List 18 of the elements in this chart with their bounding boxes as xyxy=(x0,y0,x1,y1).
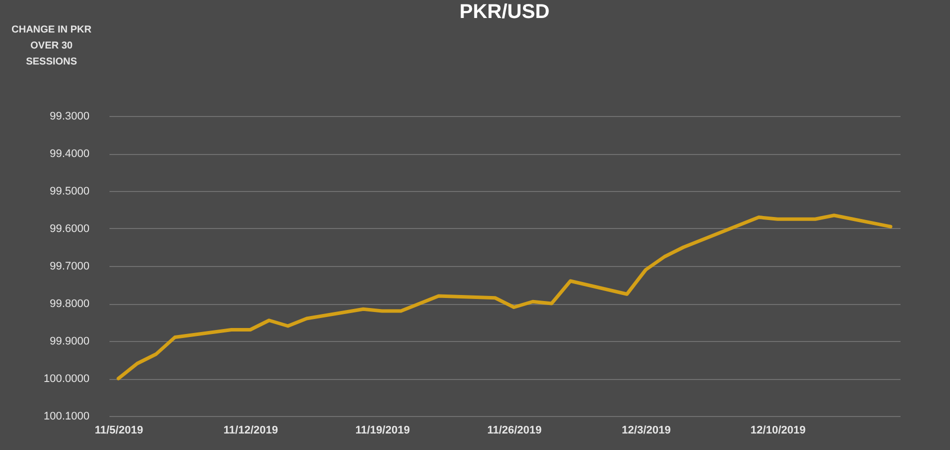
x-tick-label: 11/26/2019 xyxy=(487,424,542,436)
x-tick-label: 12/3/2019 xyxy=(622,424,671,436)
y-tick-label: 99.5000 xyxy=(50,186,90,198)
y-tick-label: 100.0000 xyxy=(44,373,90,385)
x-tick-label: 11/12/2019 xyxy=(224,424,278,436)
y-tick-label: 99.6000 xyxy=(50,223,90,235)
y-tick-label: 100.1000 xyxy=(44,410,90,422)
x-tick-label: 11/5/2019 xyxy=(94,424,144,436)
y-tick-label: 99.9000 xyxy=(50,336,90,348)
y-tick-label: 99.7000 xyxy=(50,260,90,272)
y-axis-title: CHANGE IN PKR OVER 30 SESSIONS xyxy=(11,24,92,68)
x-tick-label: 12/10/2019 xyxy=(750,424,806,436)
y-tick-label: 99.4000 xyxy=(50,148,90,160)
chart-title: PKR/USD xyxy=(459,1,550,23)
line-series xyxy=(116,214,892,380)
y-tick-label: 99.3000 xyxy=(50,110,90,122)
y-tick-label: 99.8000 xyxy=(50,298,90,310)
x-tick-label: 11/19/2019 xyxy=(355,424,410,436)
